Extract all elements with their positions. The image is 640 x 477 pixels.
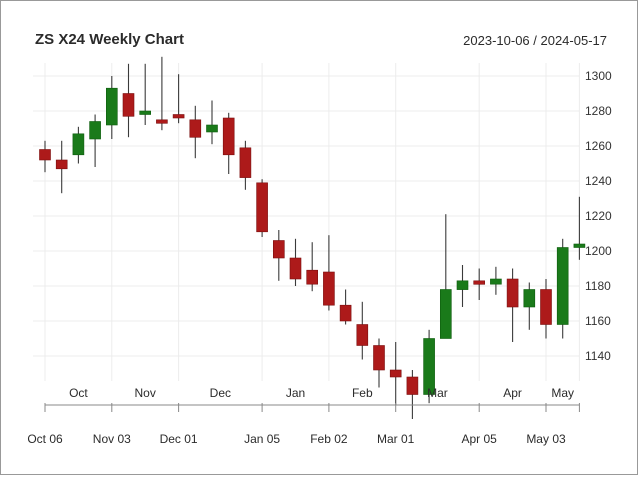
svg-text:1220: 1220 <box>585 209 612 223</box>
svg-text:1180: 1180 <box>585 279 611 293</box>
svg-text:1140: 1140 <box>585 349 611 363</box>
svg-text:1160: 1160 <box>585 314 611 328</box>
svg-text:1280: 1280 <box>585 104 612 118</box>
svg-text:1240: 1240 <box>585 174 612 188</box>
svg-text:1300: 1300 <box>585 69 612 83</box>
svg-text:1200: 1200 <box>585 244 612 258</box>
svg-text:1260: 1260 <box>585 139 612 153</box>
